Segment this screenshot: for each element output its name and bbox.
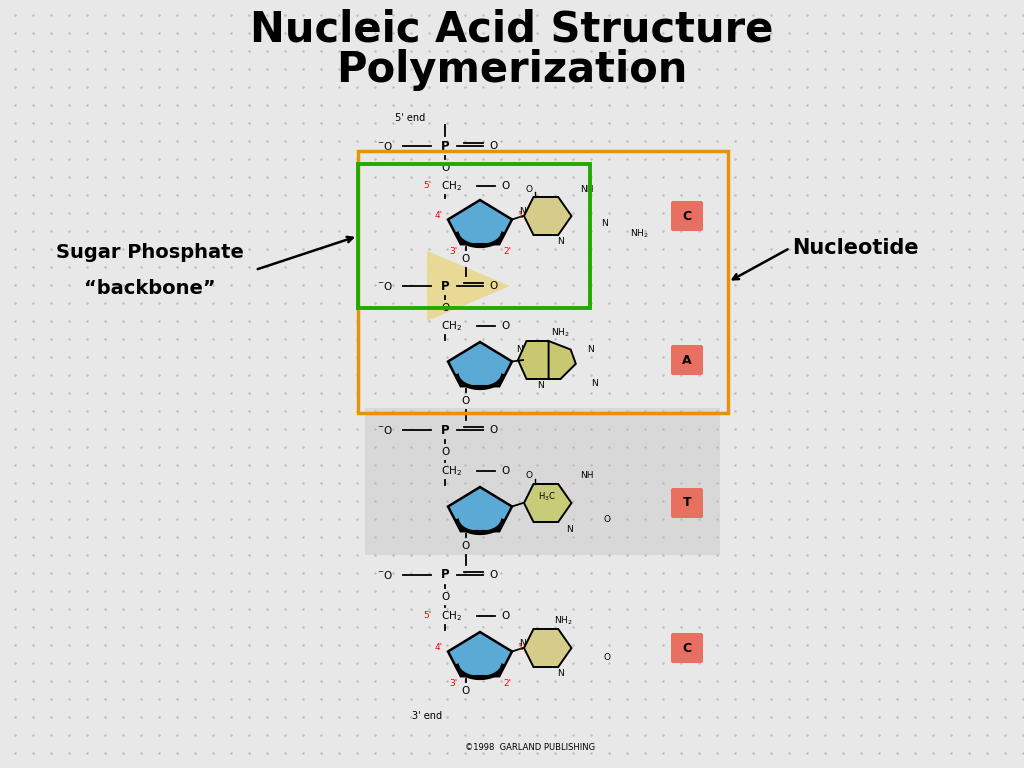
Text: $^{-}$O: $^{-}$O: [377, 424, 393, 436]
Text: 5' end: 5' end: [395, 113, 425, 123]
Text: CH$_2$: CH$_2$: [440, 609, 462, 623]
Polygon shape: [524, 629, 571, 667]
Text: P: P: [440, 140, 450, 153]
Text: N: N: [517, 346, 523, 355]
Text: O: O: [462, 541, 470, 551]
Polygon shape: [427, 251, 510, 321]
Text: NH$_2$: NH$_2$: [551, 326, 569, 339]
Text: T: T: [683, 496, 691, 509]
Text: 1': 1': [518, 211, 526, 220]
Text: 4': 4': [435, 643, 443, 652]
Polygon shape: [549, 341, 575, 379]
Text: P: P: [440, 423, 450, 436]
Text: $^{-}$O: $^{-}$O: [377, 280, 393, 292]
Text: ©1998  GARLAND PUBLISHING: ©1998 GARLAND PUBLISHING: [465, 743, 595, 753]
Text: O: O: [488, 281, 497, 291]
Text: N: N: [519, 207, 526, 216]
FancyBboxPatch shape: [671, 201, 703, 231]
Text: O: O: [525, 184, 532, 194]
Text: N: N: [592, 379, 598, 389]
Polygon shape: [524, 197, 571, 235]
Text: 2': 2': [503, 247, 511, 256]
Text: Nucleic Acid Structure: Nucleic Acid Structure: [250, 9, 774, 51]
Polygon shape: [518, 341, 560, 379]
Text: 3': 3': [450, 247, 458, 256]
Text: 5': 5': [423, 181, 431, 190]
Text: 2': 2': [503, 679, 511, 687]
Text: O: O: [441, 447, 450, 457]
Text: O: O: [462, 396, 470, 406]
Text: N: N: [557, 670, 563, 678]
Text: 3' end: 3' end: [412, 711, 442, 721]
Text: N: N: [519, 638, 526, 647]
Polygon shape: [447, 342, 512, 386]
Text: O: O: [441, 592, 450, 602]
Text: CH$_2$: CH$_2$: [440, 319, 462, 333]
Text: O: O: [488, 570, 497, 580]
Text: CH$_2$: CH$_2$: [440, 464, 462, 478]
FancyBboxPatch shape: [671, 633, 703, 663]
Text: Sugar Phosphate: Sugar Phosphate: [56, 243, 244, 263]
Text: O: O: [488, 141, 497, 151]
Text: P: P: [440, 568, 450, 581]
Text: O: O: [525, 472, 532, 481]
Text: O: O: [441, 163, 450, 173]
Text: NH: NH: [581, 472, 594, 481]
Text: N: N: [587, 346, 593, 355]
Polygon shape: [447, 632, 512, 676]
Text: P: P: [440, 280, 450, 293]
Text: “backbone”: “backbone”: [84, 279, 216, 297]
Text: CH$_2$: CH$_2$: [440, 179, 462, 193]
Polygon shape: [447, 487, 512, 531]
Text: NH: NH: [581, 184, 594, 194]
Text: NH$_2$: NH$_2$: [630, 228, 648, 240]
Text: H$_3$C: H$_3$C: [538, 491, 556, 503]
FancyBboxPatch shape: [365, 408, 720, 555]
Text: N: N: [537, 382, 544, 390]
Text: O: O: [603, 654, 610, 663]
Text: O: O: [488, 425, 497, 435]
Text: 1': 1': [518, 643, 526, 652]
Text: N: N: [602, 220, 608, 229]
Text: O: O: [462, 254, 470, 264]
Text: 3': 3': [450, 679, 458, 687]
Text: Polymerization: Polymerization: [336, 49, 688, 91]
Text: O: O: [603, 515, 610, 524]
Text: O: O: [501, 466, 509, 476]
Text: C: C: [682, 210, 691, 223]
Text: O: O: [462, 686, 470, 696]
Text: O: O: [441, 303, 450, 313]
Text: $^{-}$O: $^{-}$O: [377, 140, 393, 152]
FancyBboxPatch shape: [671, 345, 703, 375]
Text: 5': 5': [423, 611, 431, 621]
Text: 4': 4': [435, 211, 443, 220]
Text: $^{-}$O: $^{-}$O: [377, 569, 393, 581]
Text: O: O: [501, 181, 509, 191]
Text: N: N: [557, 237, 563, 247]
FancyBboxPatch shape: [671, 488, 703, 518]
Polygon shape: [524, 484, 571, 522]
Text: O: O: [501, 321, 509, 331]
Text: NH$_2$: NH$_2$: [554, 614, 572, 627]
Text: O: O: [501, 611, 509, 621]
Text: C: C: [682, 641, 691, 654]
Polygon shape: [447, 200, 512, 244]
Text: A: A: [682, 353, 692, 366]
Text: N: N: [566, 525, 573, 534]
Text: Nucleotide: Nucleotide: [792, 238, 919, 258]
